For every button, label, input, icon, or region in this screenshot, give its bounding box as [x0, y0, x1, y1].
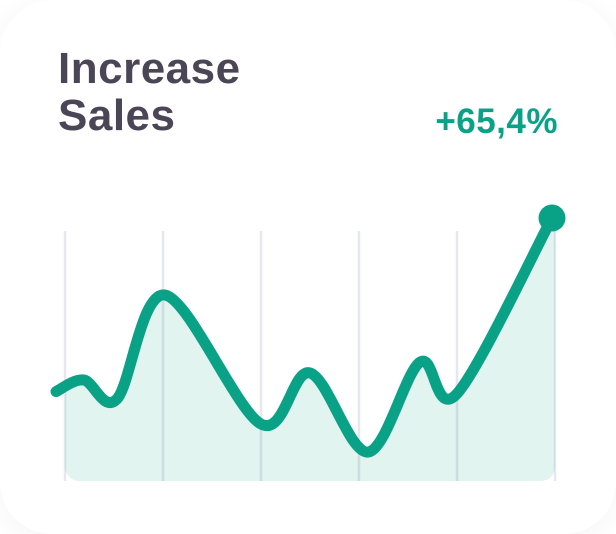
chart-endpoint-dot	[538, 204, 566, 232]
card-title: Increase Sales	[58, 45, 241, 139]
chart-area-fill	[65, 218, 555, 481]
chart-trend-line	[50, 212, 558, 458]
card-title-line1: Increase	[58, 44, 241, 93]
chart-gridlines	[63, 231, 557, 481]
stat-value: +65,4%	[435, 102, 558, 141]
card-title-line2: Sales	[58, 91, 176, 140]
